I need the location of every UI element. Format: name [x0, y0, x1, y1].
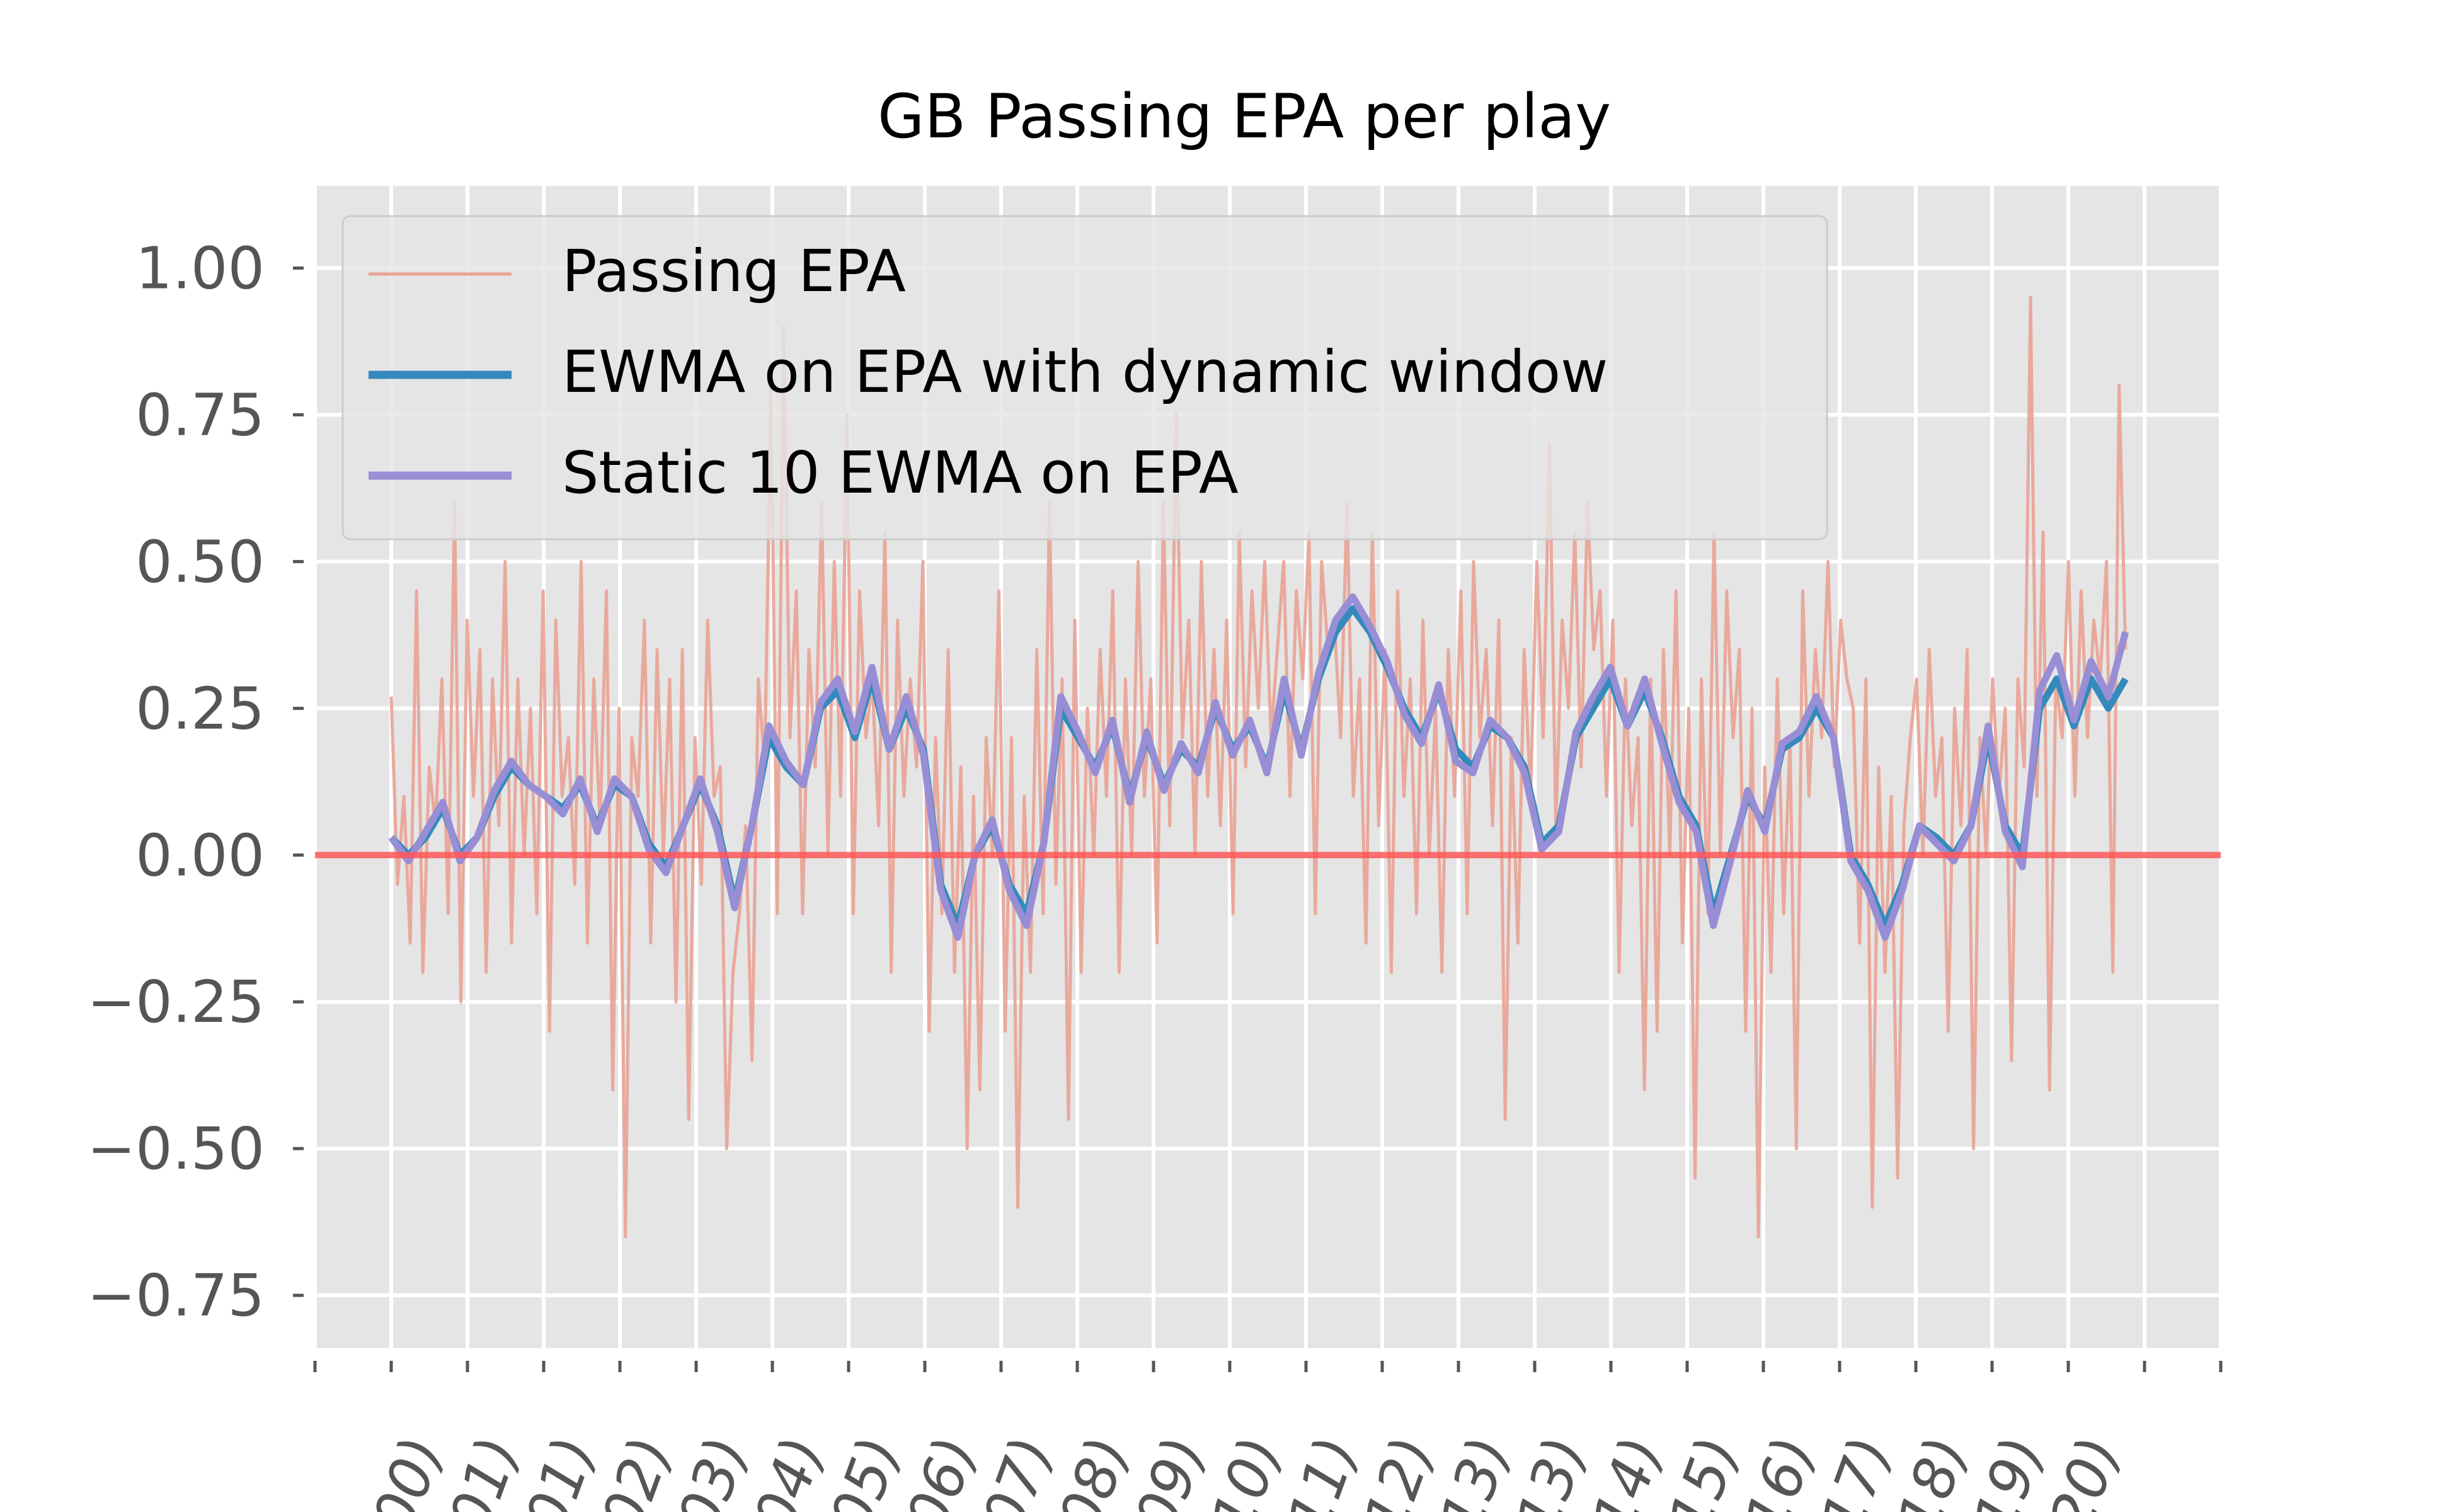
x-tick-label: 02)	[588, 1428, 685, 1512]
chart-title: GB Passing EPA per play	[878, 81, 1611, 152]
x-tick-label: 04)	[741, 1428, 837, 1512]
y-tick-label: 0.75	[135, 381, 265, 449]
x-tick-label: 20)	[2037, 1428, 2133, 1512]
x-tick-label: 18)	[1884, 1428, 1981, 1512]
y-tick-label: 0.50	[135, 528, 265, 595]
legend-label-static-ewma: Static 10 EWMA on EPA	[562, 439, 1239, 507]
legend-label-ewma-dynamic: EWMA on EPA with dynamic window	[562, 338, 1608, 406]
x-tick-label: 13)	[1427, 1428, 1523, 1512]
y-tick-label: −0.50	[87, 1115, 265, 1183]
gridlines	[313, 186, 2223, 1348]
series-line-static-10-ewma-on-epa	[388, 593, 2129, 941]
legend: Passing EPA EWMA on EPA with dynamic win…	[341, 215, 1828, 541]
x-tick-label: 19)	[1961, 1428, 2057, 1512]
x-tick-label: 01)	[512, 1428, 609, 1512]
x-tick-label: 16)	[1732, 1428, 1828, 1512]
x-tick-label: 05)	[817, 1428, 914, 1512]
x-tick-label: 12)	[1351, 1428, 1447, 1512]
x-tick-label: 11)	[1274, 1428, 1371, 1512]
series-line-passing-epa	[389, 295, 2128, 1239]
x-tick-label: 09)	[1122, 1428, 1218, 1512]
x-tick-label: 00)	[360, 1428, 456, 1512]
x-axis: 00)01)01)02)03)04)05)06)07)08)09)10)11)1…	[313, 1361, 2223, 1512]
x-tick-label: 14)	[1579, 1428, 1676, 1512]
y-tick-label: 0.25	[135, 675, 265, 742]
y-tick-label: −0.25	[87, 968, 265, 1036]
x-tick-label: 06)	[893, 1428, 990, 1512]
y-tick-label: 1.00	[135, 234, 265, 302]
x-tick-label: 07)	[970, 1428, 1066, 1512]
x-tick-label: 08)	[1046, 1428, 1142, 1512]
x-tick-label: 17)	[1808, 1428, 1904, 1512]
x-tick-label: 13)	[1503, 1428, 1600, 1512]
x-tick-label: 03)	[665, 1428, 761, 1512]
y-tick-label: 0.00	[135, 822, 265, 889]
x-tick-label: 01)	[436, 1428, 532, 1512]
series-layer	[388, 295, 2129, 1239]
y-tick-label: −0.75	[87, 1262, 265, 1329]
x-tick-label: 15)	[1656, 1428, 1752, 1512]
x-tick-label: 10)	[1198, 1428, 1295, 1512]
y-axis: 1.00 0.75 0.50 0.25 0.00 −0.25 −0.50 −0.75	[87, 234, 304, 1329]
legend-label-passing-epa: Passing EPA	[562, 238, 906, 305]
legend-box	[341, 215, 1828, 541]
